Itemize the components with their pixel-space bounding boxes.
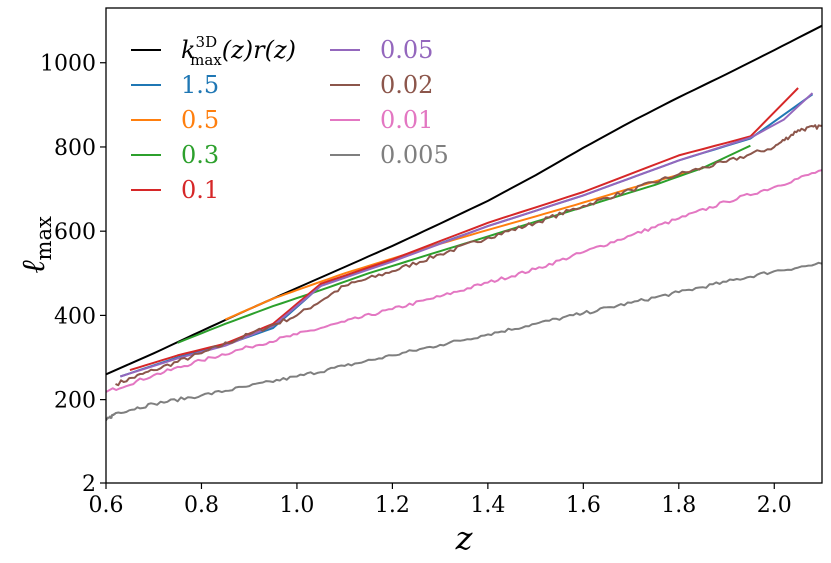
- legend-label: 0.1: [181, 176, 219, 204]
- x-tick-label: 1.2: [375, 493, 410, 518]
- x-axis: 0.6 0.8 1.0 1.2 1.4 1.6 1.8 2.0: [89, 483, 792, 518]
- x-tick-label: 1.4: [470, 493, 505, 518]
- y-tick-label: 1000: [40, 52, 96, 77]
- legend-label: 0.005: [380, 141, 449, 169]
- legend-label: k3D max(z)r(z): [181, 33, 296, 69]
- x-tick-label: 0.8: [184, 493, 219, 518]
- legend-label: 0.01: [380, 106, 433, 134]
- series-line-0-05: [119, 92, 814, 378]
- series-line-0-01: [106, 169, 822, 393]
- legend-label: 0.5: [181, 106, 219, 134]
- series-lines: [106, 24, 822, 422]
- plot-frame: [105, 7, 823, 484]
- y-tick-label: 200: [54, 389, 96, 414]
- x-tick-label: 1.0: [279, 493, 314, 518]
- y-tick-label: 400: [54, 304, 96, 329]
- y-axis-label: ℓmax: [14, 216, 56, 274]
- legend-label: 0.05: [380, 36, 433, 64]
- y-axis: 2 200 400 600 800 1000: [40, 52, 106, 497]
- series-line-0-005: [106, 261, 822, 422]
- y-tick-label: 800: [54, 136, 96, 161]
- x-tick-label: 2.0: [757, 493, 792, 518]
- y-axis-label-sub: max: [32, 216, 56, 260]
- series-line-0-1: [129, 87, 799, 372]
- x-tick-label: 0.6: [89, 493, 124, 518]
- y-tick-label: 600: [54, 220, 96, 245]
- legend-label: 0.3: [181, 141, 219, 169]
- legend-label: 1.5: [181, 71, 219, 99]
- legend: k3D max(z)r(z)1.5 0.5 0.3 0.1 0.05 0.02 0.01 0.0…: [131, 33, 449, 204]
- series-line-0-02: [115, 124, 822, 387]
- legend-label: 0.02: [380, 71, 433, 99]
- x-tick-label: 1.6: [566, 493, 601, 518]
- x-tick-label: 1.8: [661, 493, 696, 518]
- y-tick-label: 2: [82, 472, 96, 497]
- x-axis-label: z: [455, 519, 474, 557]
- y-axis-label-main: ℓ: [14, 260, 52, 274]
- series-line-kmax-r: [106, 24, 822, 376]
